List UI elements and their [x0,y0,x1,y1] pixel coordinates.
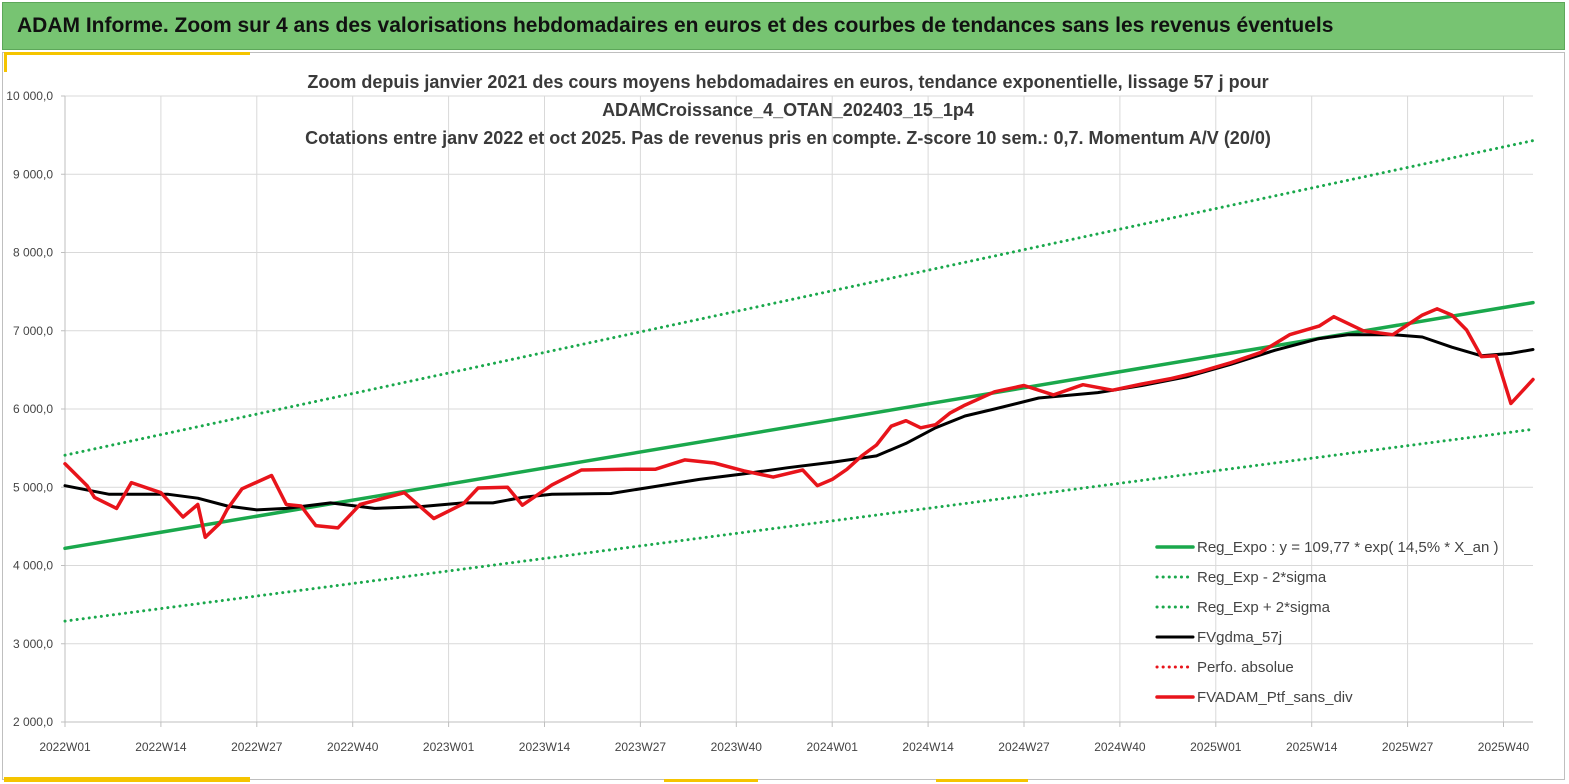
series-lines [63,139,1535,623]
report-banner: ADAM Informe. Zoom sur 4 ans des valoris… [2,2,1565,50]
accent-bar-left [4,52,7,72]
legend-label: Reg_Exp - 2*sigma [1197,569,1327,586]
legend: Reg_Expo : y = 109,77 * exp( 14,5% * X_a… [1155,539,1498,706]
y-tick-label: 7 000,0 [13,324,53,338]
accent-bar-bottom-right [936,779,1028,782]
x-tick-label: 2022W01 [39,740,91,754]
legend-trend: Reg_Expo : y = 109,77 * exp( 14,5% * X_a… [1155,539,1498,556]
legend-upper-band: Reg_Exp + 2*sigma [1155,599,1331,616]
x-tick-label: 2023W14 [519,740,571,754]
y-tick-label: 6 000,0 [13,402,53,416]
legend-absolute-perf: Perfo. absolue [1155,659,1294,676]
x-tick-label: 2023W40 [711,740,763,754]
chart-title: Zoom depuis janvier 2021 des cours moyen… [305,72,1271,148]
x-tick-label: 2024W01 [807,740,859,754]
x-tick-label: 2024W40 [1094,740,1146,754]
legend-portfolio: FVADAM_Ptf_sans_div [1155,689,1353,706]
upper-band-line [63,139,1535,457]
legend-label: FVgdma_57j [1197,629,1282,646]
x-tick-label: 2025W01 [1190,740,1242,754]
legend-smoothed: FVgdma_57j [1155,629,1282,646]
legend-label: FVADAM_Ptf_sans_div [1197,689,1353,706]
lower-band-line [63,427,1535,623]
x-tick-label: 2022W40 [327,740,379,754]
y-tick-label: 8 000,0 [13,246,53,260]
axes: 2 000,0 3 000,0 4 000,0 5 000,0 6 000,0 7 000… [6,89,1533,754]
x-tick-label: 2022W14 [135,740,187,754]
y-tick-label: 4 000,0 [13,559,53,573]
x-tick-label: 2025W14 [1286,740,1338,754]
x-tick-label: 2023W01 [423,740,475,754]
y-tick-label: 10 000,0 [6,89,53,103]
chart-title-line: Cotations entre janv 2022 et oct 2025. P… [305,128,1271,148]
accent-bar-bottom-mid [664,779,758,782]
accent-bar-bottom-left [4,777,250,782]
legend-label: Reg_Expo : y = 109,77 * exp( 14,5% * X_a… [1197,539,1498,556]
legend-label: Perfo. absolue [1197,659,1294,676]
y-tick-label: 3 000,0 [13,637,53,651]
x-tick-label: 2025W40 [1478,740,1530,754]
portfolio-value-line [63,307,1535,540]
x-tick-label: 2024W27 [998,740,1050,754]
y-tick-label: 5 000,0 [13,480,53,494]
chart-title-line: Zoom depuis janvier 2021 des cours moyen… [307,72,1268,92]
y-tick-label: 2 000,0 [13,715,53,729]
x-tick-label: 2022W27 [231,740,283,754]
smoothed-line [63,333,1535,512]
accent-bar-top [4,52,250,55]
y-tick-label: 9 000,0 [13,167,53,181]
x-tick-label: 2023W27 [615,740,667,754]
trend-line [63,300,1535,551]
grid-lines [64,95,1533,723]
legend-label: Reg_Exp + 2*sigma [1197,599,1331,616]
legend-lower-band: Reg_Exp - 2*sigma [1155,569,1327,586]
chart-frame [2,52,1565,780]
chart-title-line: ADAMCroissance_4_OTAN_202403_15_1p4 [602,100,974,120]
x-tick-label: 2024W14 [902,740,954,754]
x-tick-label: 2025W27 [1382,740,1434,754]
banner-title: ADAM Informe. Zoom sur 4 ans des valoris… [17,14,1334,37]
